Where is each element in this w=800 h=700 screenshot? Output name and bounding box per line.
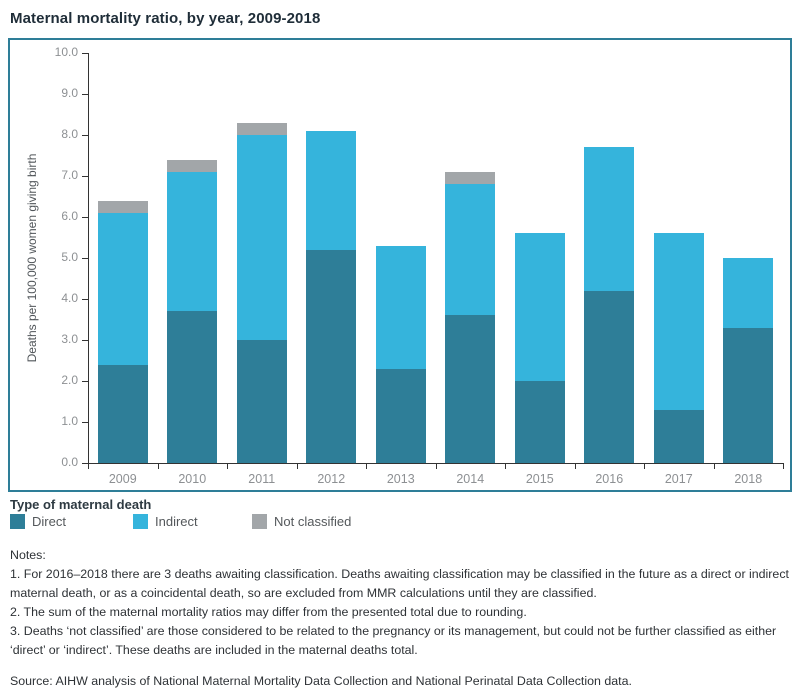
- y-tick-label: 5.0: [61, 250, 78, 264]
- x-tick: [227, 463, 228, 469]
- indirect-swatch-icon: [133, 514, 148, 529]
- source-line: Source: AIHW analysis of National Matern…: [10, 674, 632, 688]
- y-tick: [82, 340, 88, 341]
- y-tick: [82, 381, 88, 382]
- bar-segment-direct-2012[interactable]: [306, 249, 357, 463]
- bar-segment-direct-2017[interactable]: [653, 409, 704, 463]
- bar-segment-indirect-2011[interactable]: [236, 135, 287, 340]
- x-tick-label-2010: 2010: [178, 472, 207, 486]
- bar-segment-not-classified-2009[interactable]: [97, 200, 148, 213]
- notes-heading: Notes:: [10, 548, 46, 562]
- bar-segment-not-classified-2014[interactable]: [445, 171, 496, 185]
- x-tick: [574, 463, 576, 469]
- y-tick-label: 1.0: [61, 414, 78, 428]
- x-tick: [783, 463, 784, 469]
- x-tick-label-2012: 2012: [317, 472, 346, 486]
- bar-segment-direct-2016[interactable]: [584, 290, 635, 463]
- chart-frame: Deaths per 100,000 women giving birth 0.…: [8, 38, 792, 492]
- legend-item-not-classified[interactable]: Not classified: [252, 514, 351, 529]
- notes-block: Notes: 1. For 2016–2018 there are 3 deat…: [10, 546, 792, 691]
- x-tick: [435, 463, 437, 469]
- y-tick: [82, 422, 88, 423]
- page-title: Maternal mortality ratio, by year, 2009-…: [10, 10, 321, 27]
- y-tick: [82, 217, 88, 218]
- x-tick: [296, 463, 298, 469]
- x-tick-label-2015: 2015: [525, 472, 554, 486]
- x-tick: [157, 463, 159, 469]
- bar-segment-indirect-2016[interactable]: [584, 147, 635, 291]
- bar-segment-direct-2013[interactable]: [375, 368, 426, 463]
- bar-segment-indirect-2010[interactable]: [167, 171, 218, 312]
- x-tick-label-2013: 2013: [386, 472, 415, 486]
- x-tick: [713, 463, 715, 469]
- y-tick-label: 6.0: [61, 209, 78, 223]
- x-tick-label-2017: 2017: [664, 472, 693, 486]
- x-tick: [366, 463, 367, 469]
- y-tick: [82, 135, 88, 136]
- bar-segment-direct-2018[interactable]: [723, 327, 774, 463]
- y-tick-label: 9.0: [61, 86, 78, 100]
- y-tick: [82, 463, 88, 464]
- x-tick-label-2014: 2014: [456, 472, 485, 486]
- bar-segment-indirect-2015[interactable]: [514, 233, 565, 381]
- y-tick-label: 3.0: [61, 332, 78, 346]
- x-tick: [505, 463, 506, 469]
- y-tick-label: 7.0: [61, 168, 78, 182]
- y-tick: [82, 176, 88, 177]
- y-tick: [82, 299, 88, 300]
- note-1: 1. For 2016–2018 there are 3 deaths awai…: [10, 567, 789, 600]
- x-tick-label-2018: 2018: [734, 472, 763, 486]
- bar-segment-indirect-2012[interactable]: [306, 130, 357, 250]
- y-tick-label: 8.0: [61, 127, 78, 141]
- y-tick-label: 2.0: [61, 373, 78, 387]
- y-tick: [82, 258, 88, 259]
- y-tick: [82, 94, 88, 95]
- bar-segment-indirect-2018[interactable]: [723, 258, 774, 328]
- y-tick-label: 4.0: [61, 291, 78, 305]
- direct-swatch-icon: [10, 514, 25, 529]
- note-2: 2. The sum of the maternal mortality rat…: [10, 605, 527, 619]
- bar-segment-not-classified-2011[interactable]: [236, 122, 287, 135]
- x-tick-label-2011: 2011: [248, 472, 276, 486]
- bar-segment-direct-2009[interactable]: [97, 364, 148, 463]
- not-classified-swatch-icon: [252, 514, 267, 529]
- note-3: 3. Deaths ‘not classified’ are those con…: [10, 624, 777, 657]
- x-tick-label-2016: 2016: [595, 472, 624, 486]
- legend-label-not-classified: Not classified: [274, 514, 352, 529]
- bar-segment-direct-2010[interactable]: [167, 311, 218, 463]
- bar-segment-indirect-2014[interactable]: [445, 184, 496, 316]
- legend-title: Type of maternal death: [10, 497, 152, 512]
- bar-segment-indirect-2009[interactable]: [97, 212, 148, 365]
- bar-segment-direct-2011[interactable]: [236, 340, 287, 463]
- legend-label-indirect: Indirect: [155, 514, 198, 529]
- x-tick: [644, 463, 645, 469]
- legend-item-indirect[interactable]: Indirect: [133, 514, 198, 529]
- legend-label-direct: Direct: [32, 514, 66, 529]
- bar-segment-direct-2014[interactable]: [445, 315, 496, 463]
- plot-region: Deaths per 100,000 women giving birth 0.…: [10, 40, 790, 490]
- x-tick-label-2009: 2009: [108, 472, 137, 486]
- y-tick: [82, 53, 88, 54]
- y-tick-label: 0.0: [61, 455, 78, 469]
- bar-segment-not-classified-2010[interactable]: [167, 159, 218, 172]
- x-tick: [88, 463, 89, 469]
- y-tick-label: 10.0: [54, 45, 78, 59]
- bar-segment-indirect-2013[interactable]: [375, 245, 426, 369]
- bar-segment-direct-2015[interactable]: [514, 381, 565, 463]
- legend-item-direct[interactable]: Direct: [10, 514, 66, 529]
- bar-segment-indirect-2017[interactable]: [653, 233, 704, 410]
- y-axis-line: [88, 53, 89, 464]
